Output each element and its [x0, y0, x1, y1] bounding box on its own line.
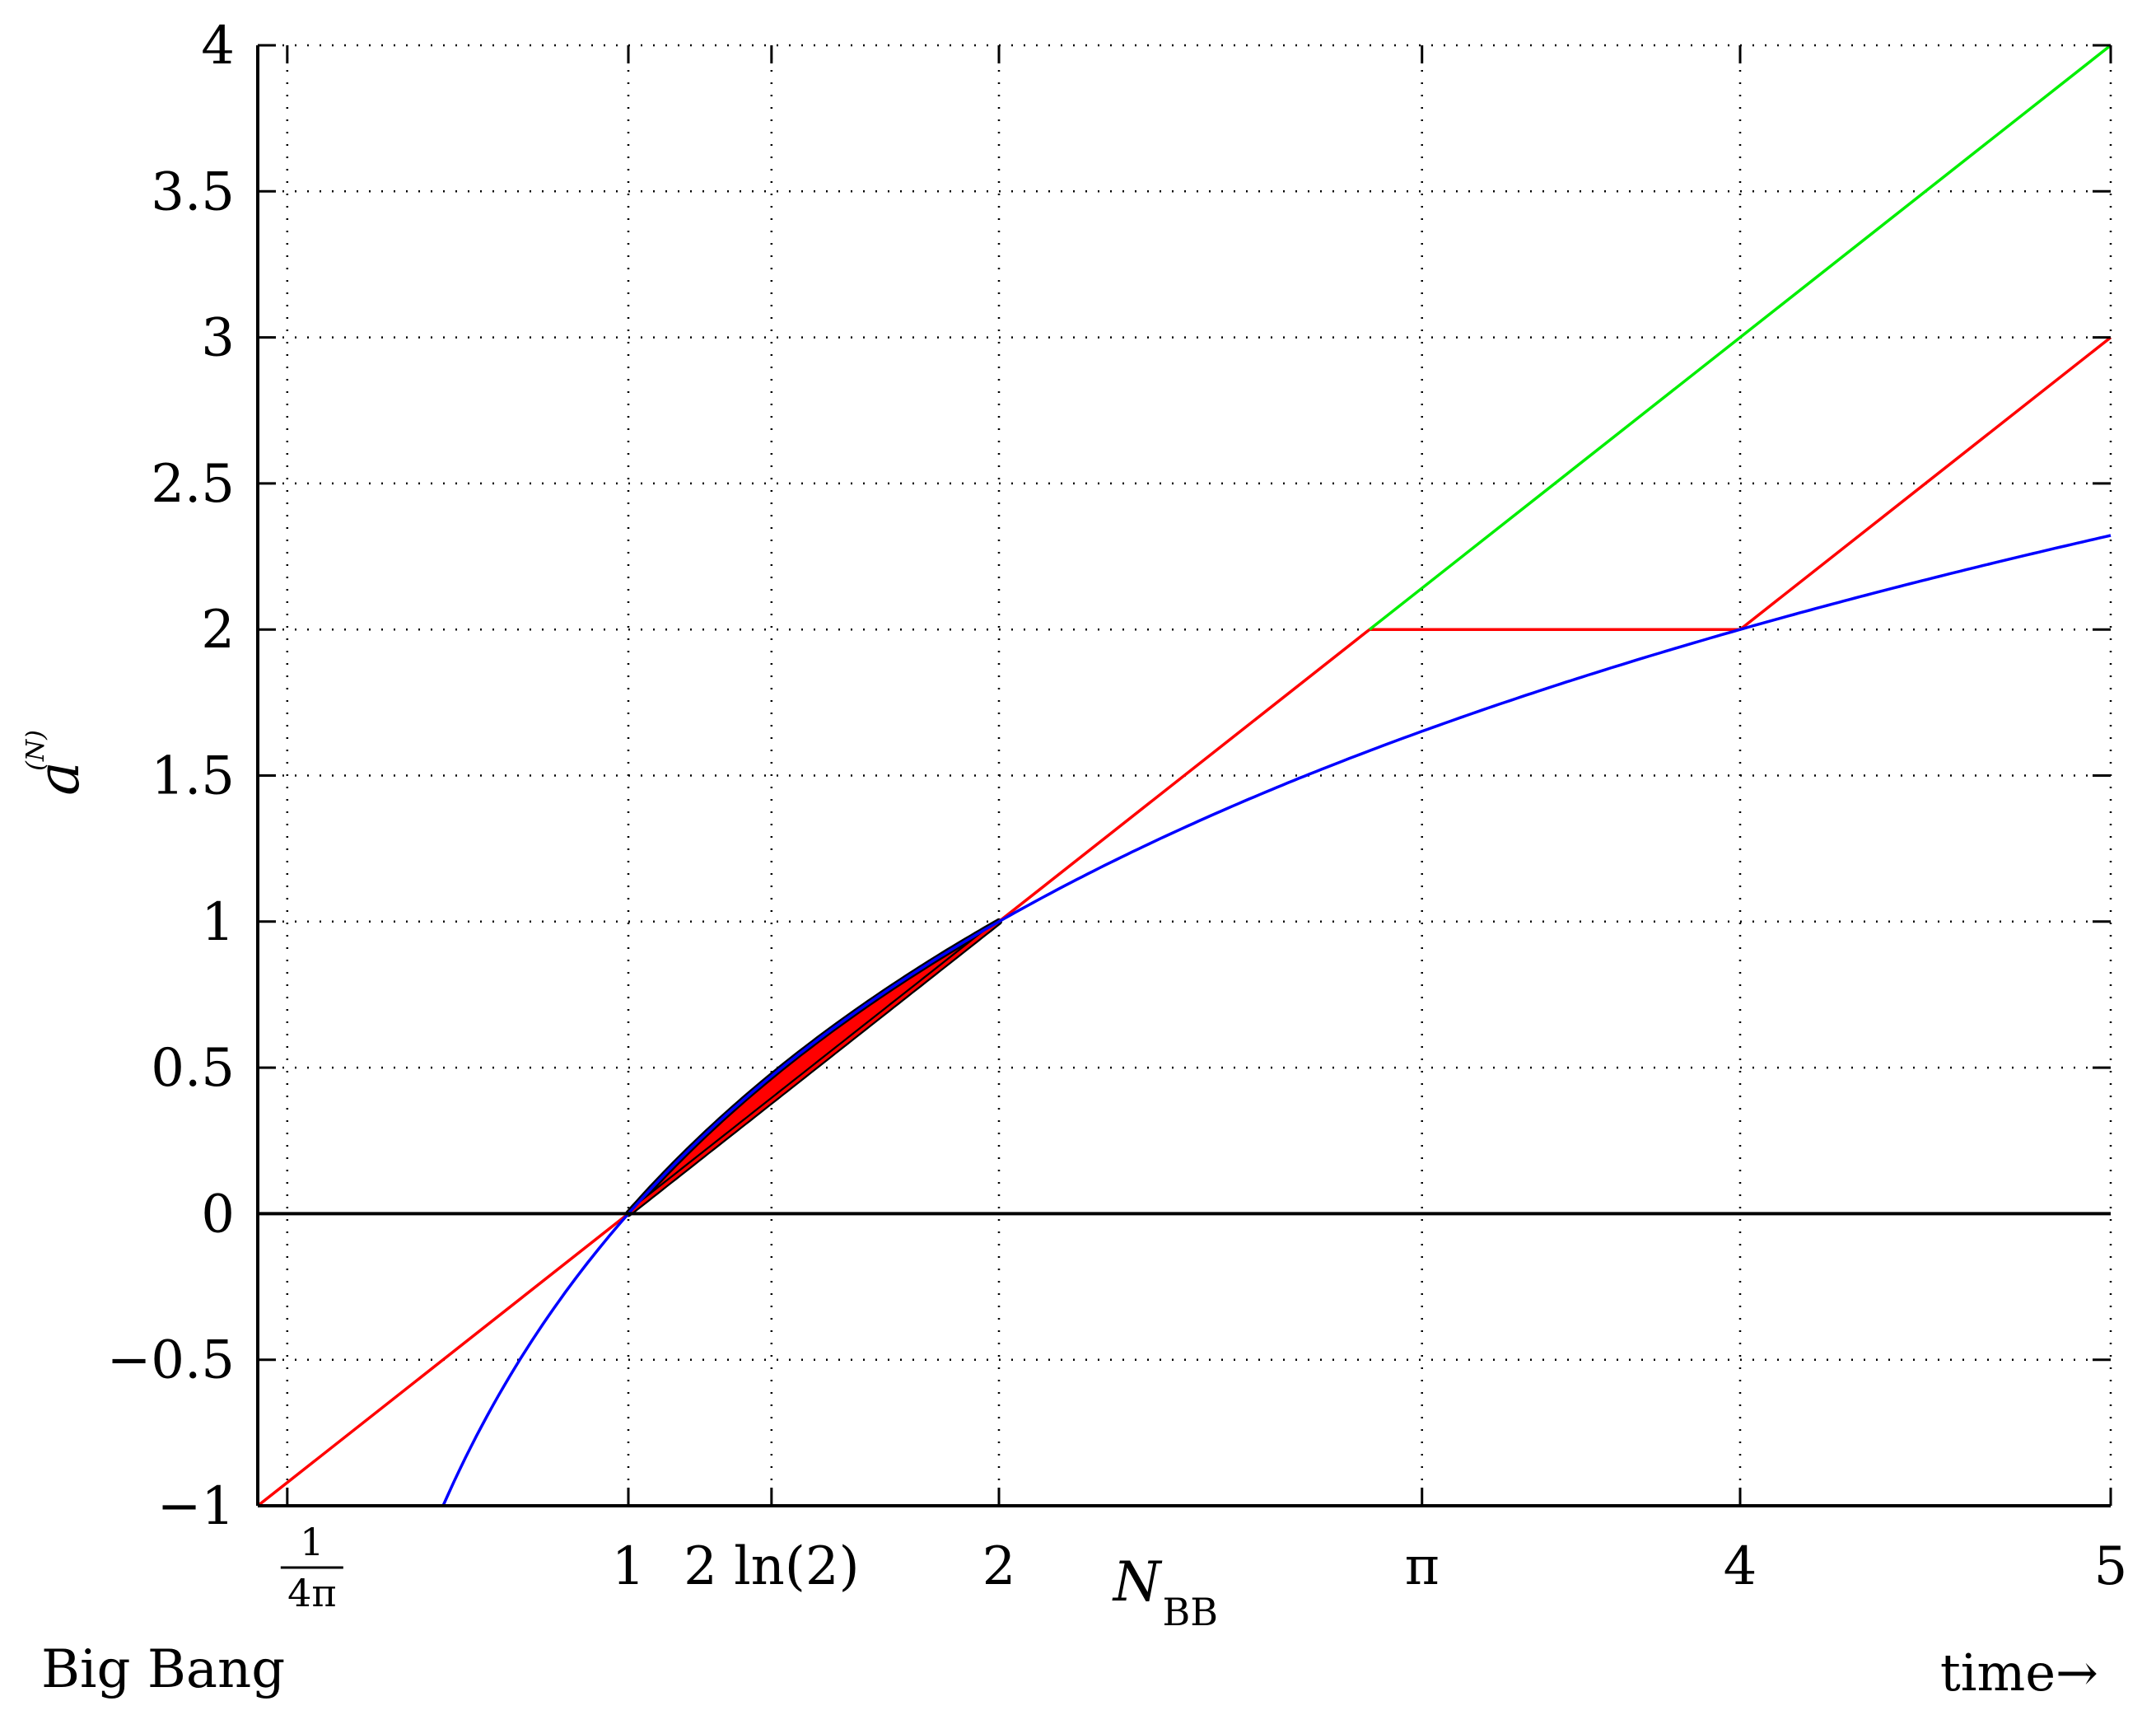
- nbb-label: N: [1112, 1550, 1163, 1614]
- x-tick-label: π: [1405, 1536, 1440, 1597]
- x-axis-label: time→: [1940, 1643, 2098, 1703]
- series-line-2: [441, 534, 2112, 1507]
- x-tick-label: 1: [612, 1536, 646, 1597]
- y-tick-label: 4: [201, 16, 235, 77]
- x-tick-fraction: 1 4π: [280, 1520, 343, 1615]
- y-tick-label: 1.5: [151, 746, 235, 807]
- y-tick-label: 0: [201, 1184, 235, 1245]
- y-tick-label: 3.5: [151, 161, 235, 222]
- y-tick-label: 2: [201, 600, 235, 661]
- x-tick-label: 5: [2094, 1536, 2128, 1597]
- y-tick-label: 3: [201, 308, 235, 369]
- x-tick-label: 2 ln(2): [684, 1536, 859, 1597]
- y-axis-label-base: a: [25, 761, 92, 796]
- y-tick-label: −1: [157, 1476, 235, 1537]
- y-tick-label: 1: [201, 892, 235, 953]
- y-tick-labels: −1 −0.5 0 0.5 1 1.5 2 2.5 3 3.5 4: [107, 16, 235, 1537]
- y-tick-label: −0.5: [107, 1330, 235, 1391]
- y-tick-label: 2.5: [151, 454, 235, 515]
- nbb-subscript: BB: [1163, 1590, 1219, 1634]
- x-tick-fraction-numerator: 1: [300, 1520, 324, 1564]
- x-tick-label: 2: [982, 1536, 1016, 1597]
- series-line-1: [1368, 44, 2112, 631]
- x-tick-label: 4: [1724, 1536, 1757, 1597]
- x-tick-labels: 1 2 ln(2) 2 π 4 5: [612, 1536, 2128, 1597]
- big-bang-label: Big Bang: [41, 1639, 285, 1700]
- series-line-0: [256, 336, 2112, 1507]
- axes: [256, 44, 2112, 1507]
- y-axis-label-superscript: (N): [21, 730, 50, 771]
- y-axis-label: a (N): [21, 730, 92, 796]
- series-lines: [256, 44, 2112, 1507]
- nbb-annotation: N BB: [1112, 1550, 1218, 1634]
- x-tick-fraction-denominator: 4π: [287, 1571, 337, 1615]
- y-tick-label: 0.5: [151, 1038, 235, 1099]
